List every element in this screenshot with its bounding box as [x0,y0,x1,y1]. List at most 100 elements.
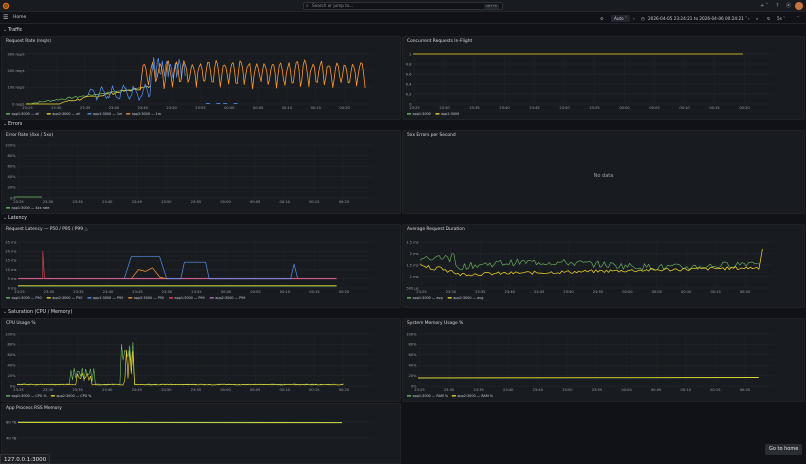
time-forward-icon[interactable]: › [748,15,750,21]
legend-item[interactable]: app1:3000 — 1m [93,112,123,116]
x-tick-label: 00:15 [309,388,319,392]
zoom-out-icon[interactable]: ⌕ [756,15,759,21]
legend-item[interactable]: app1:3000 — 4xx rate [12,206,50,210]
legend-item[interactable]: app2:3000 — 1m [132,112,162,116]
clock-icon: ◷ [641,15,645,21]
refresh-rate-picker[interactable]: 5s ˅ [777,15,786,21]
x-tick-label: 23:40 [103,290,114,294]
panel-request-rate[interactable]: 0 req/s 100 req/s 200 req/s 300 req/s 23:25 2… [1,36,401,120]
y-tick-label: 0% [10,384,16,388]
x-tick-label: 00:05 [651,388,661,392]
plot-svg: 500 µs 1 ms 1.5 ms 2 ms 2.5 ms 23:25 23:30 23:3… [406,240,773,300]
y-tick-label: 80% [8,343,17,347]
y-tick-label: 0.2 [406,92,412,96]
row-saturation[interactable]: ⌄Saturation (CPU / Memory) [3,309,72,316]
dashboard-toolbar: ☰ Home ⚙ Auto ˅ ‹ ◷ 2026-04-05 23:24:21 … [0,12,806,24]
x-tick-label: 23:30 [444,388,455,392]
panel-rss-memory[interactable]: 40 TB 80 TB App Process RSS Memory [1,403,401,464]
panel-request-latency[interactable]: 0 ms 5 ms 10 ms 15 ms 20 ms 25 ms 23:25 23:30 23… [1,224,401,308]
series-app1-cpu [16,342,344,386]
x-tick-label: 00:15 [710,290,720,294]
refresh-interval-picker[interactable]: Auto ˅ [611,14,631,22]
legend-swatch [6,207,10,209]
x-tick-label: 00:10 [280,388,291,392]
legend-item[interactable]: app1:3000 — P99 [175,296,205,300]
breadcrumb[interactable]: Home [13,15,27,20]
legend-item[interactable]: app1:3000 — RAM % [413,394,449,398]
help-icon[interactable]: ? [776,3,779,9]
legend-swatch [435,113,440,115]
x-tick-label: 00:05 [250,290,260,294]
legend-item[interactable]: app1:3000 — P50 [12,296,42,300]
x-tick-label: 23:35 [80,106,90,110]
x-tick-label: 00:00 [619,106,630,110]
y-tick-label: 100% [5,143,16,147]
legend-swatch [209,297,214,299]
x-tick-label: 00:10 [681,388,692,392]
refresh-icon[interactable]: ↻ [767,15,771,21]
legend-item[interactable]: app1:3000 — avg [413,296,443,300]
x-tick-label: 23:25 [13,200,23,204]
x-tick-label: 23:40 [102,388,113,392]
x-tick-label: 23:55 [593,290,603,294]
top-navbar: ⌕ Search or jump to... ctrl+k + ˅ ? ⦿ [0,0,806,12]
row-errors[interactable]: ⌄Errors [3,121,22,128]
y-tick-label: 200 req/s [8,69,25,73]
search-input[interactable]: ⌕ Search or jump to... ctrl+k [303,2,503,10]
legend-swatch [46,113,51,115]
y-tick-label: 20% [8,374,17,378]
time-range-picker[interactable]: 2026-04-05 23:24:21 to 2026-04-06 00:24:… [648,15,748,21]
y-tick-label: 80 TB [6,420,17,424]
legend-swatch [407,395,411,397]
legend-item[interactable]: app2:3000 — CPU % [56,394,92,398]
series-app1-p99 [18,250,337,280]
series-app2-all [26,85,151,105]
legend-item[interactable]: app1:3000 [413,112,431,116]
y-tick-label: 100% [406,332,417,336]
y-tick-label: 0% [10,196,16,200]
panel-title: Average Request Duration [407,227,465,232]
collapse-icon[interactable]: ˆ [797,15,800,21]
avatar[interactable] [795,2,803,10]
legend-item[interactable]: app2:3000 — P50 [52,296,82,300]
panel-error-rate[interactable]: 0% 20% 40% 60% 80% 100% 23:25 23:30 23:35 23:40 23… [1,130,401,214]
legend-item[interactable]: app1:3000 — all [12,112,40,116]
x-tick-label: 23:35 [72,200,82,204]
legend-item[interactable]: app2:3000 — P99 [215,296,245,300]
panel-average-duration[interactable]: 500 µs 1 ms 1.5 ms 2 ms 2.5 ms 23:25 23:30 23:3… [402,224,805,308]
panel-concurrent-requests[interactable]: 0 0.2 0.4 0.6 0.8 1 23:25 23:30 23:35 23:40 23:45 2… [402,36,805,120]
x-tick-label: 23:50 [161,388,172,392]
legend-item[interactable]: app1:3000 — P95 [93,296,123,300]
go-home-button[interactable]: Go to home [765,444,803,455]
row-latency[interactable]: ⌄Latency [3,215,27,222]
legend-item[interactable]: app2:3000 [441,112,459,116]
new-button[interactable]: + ˅ [760,3,769,9]
row-traffic[interactable]: ⌄Traffic [3,27,22,34]
y-tick-label: 10 ms [5,268,16,272]
x-tick-label: 23:40 [503,388,514,392]
x-tick-label: 00:00 [621,388,632,392]
x-tick-label: 23:50 [563,290,574,294]
legend-item[interactable]: app2:3000 — RAM % [457,394,493,398]
panel-system-memory[interactable]: 0% 20% 40% 60% 80% 100% 23:25 23:30 23:35 23:40 23… [402,318,805,402]
legend-item[interactable]: app2:3000 — P95 [134,296,164,300]
series-app2-1m [139,59,366,91]
legend-swatch [169,297,173,299]
panel-title: Request Latency — P50 / P95 / P99 △ [6,227,88,232]
legend-item[interactable]: app1:3000 — CPU % [12,394,48,398]
warning-icon[interactable]: △ [84,227,88,232]
settings-icon[interactable]: ⚙ [600,15,604,21]
legend-item[interactable]: app2:3000 — avg [453,296,483,300]
time-back-icon[interactable]: ‹ [633,15,635,21]
legend-swatch [50,395,55,397]
row-title: Errors [8,122,23,127]
news-icon[interactable]: ⦿ [786,3,792,9]
y-tick-label: 60% [8,353,17,357]
menu-icon[interactable]: ☰ [3,14,9,21]
legend-item[interactable]: app2:3000 — all [52,112,80,116]
grafana-logo-icon[interactable] [2,2,10,10]
x-tick-label: 00:20 [739,106,750,110]
x-tick-label: 23:30 [44,290,55,294]
panel-cpu-usage[interactable]: 0% 20% 40% 60% 80% 100% 23:25 23:30 23:35 23:40 23… [1,318,401,402]
panel-5xx-errors[interactable]: 5xx Errors per Second No data [402,130,805,214]
